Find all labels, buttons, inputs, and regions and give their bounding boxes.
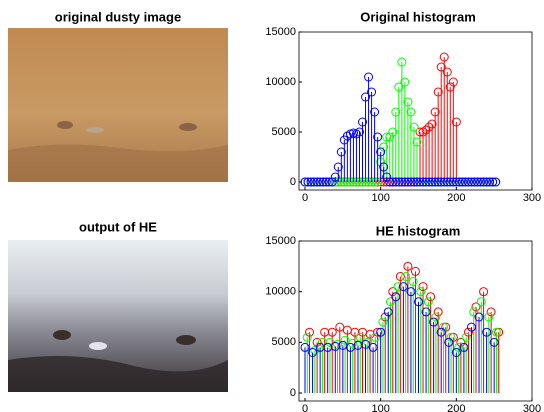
y-tick-label: 10000 bbox=[265, 286, 296, 298]
he-image bbox=[8, 240, 228, 392]
x-tick-label: 0 bbox=[302, 403, 308, 412]
y-tick-label: 5000 bbox=[272, 126, 296, 138]
chart-title: HE histogram bbox=[376, 223, 461, 238]
image-title: original dusty image bbox=[55, 9, 181, 24]
y-tick-label: 15000 bbox=[265, 235, 296, 247]
x-tick-label: 100 bbox=[371, 192, 389, 204]
x-tick-label: 200 bbox=[447, 403, 465, 412]
image-title: output of HE bbox=[79, 219, 157, 234]
x-tick-label: 100 bbox=[371, 403, 389, 412]
y-tick-label: 0 bbox=[290, 387, 296, 399]
chart-title: Original histogram bbox=[360, 9, 476, 24]
y-tick-label: 0 bbox=[290, 176, 296, 188]
figure: original dusty image output of HE Origin… bbox=[0, 0, 544, 412]
x-tick-label: 0 bbox=[302, 192, 308, 204]
y-tick-label: 5000 bbox=[272, 336, 296, 348]
y-tick-label: 10000 bbox=[265, 76, 296, 88]
x-tick-label: 300 bbox=[523, 403, 541, 412]
y-tick-label: 15000 bbox=[265, 26, 296, 38]
x-tick-label: 300 bbox=[523, 192, 541, 204]
x-tick-label: 200 bbox=[447, 192, 465, 204]
dusty-image bbox=[8, 28, 228, 182]
